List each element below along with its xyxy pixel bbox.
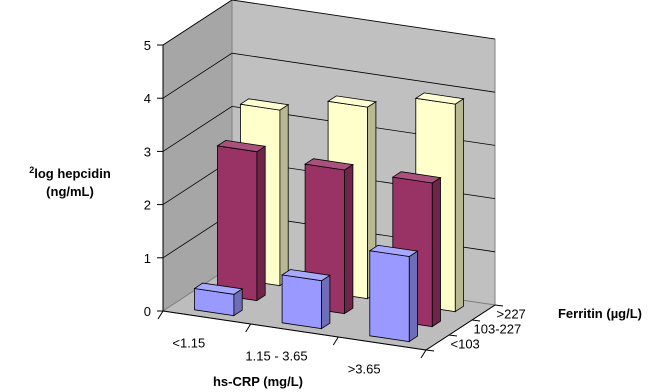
y-axis-label-unit: (ng/mL): [46, 184, 94, 199]
depth-tick-label: 103-227: [474, 322, 522, 337]
gridline: [162, 52, 496, 99]
bar-side-face: [431, 176, 441, 328]
x-tick-label: <1.15: [172, 336, 205, 351]
bar-top-face: [280, 269, 332, 282]
bar-top-face: [239, 98, 290, 111]
y-axis-label: 2log hepcidin: [29, 165, 111, 181]
bar: [368, 244, 419, 343]
depth-tick-label: <103: [451, 337, 480, 352]
y-tick-label: 2: [144, 198, 151, 213]
bar-top-face: [326, 95, 378, 108]
bar-top-face: [303, 158, 355, 171]
bar-front-face: [369, 250, 410, 343]
y-tick-label: 1: [144, 251, 151, 266]
depth-tick-label: >227: [497, 307, 526, 322]
bar-side-face: [344, 163, 354, 315]
x-tick-mark: [332, 336, 339, 346]
depth-tick-mark: [448, 334, 458, 337]
gridline: [162, 105, 496, 152]
bar-top-face: [216, 139, 267, 153]
bar-front-face: [281, 274, 323, 330]
x-tick-mark: [245, 323, 252, 333]
depth-axis-label: Ferritin (µg/L): [558, 306, 642, 321]
y-tick-label: 3: [144, 144, 151, 159]
bar-top-face: [391, 171, 442, 184]
axes: 0 1 2 3 4 5 <1.15 1.15 - 3.65 >3.65 <103103-227>2…: [144, 38, 526, 377]
bar-front-face: [217, 145, 258, 302]
bar-side-face: [256, 145, 266, 302]
bar-side-face: [454, 97, 464, 313]
y-tick-label: 5: [144, 38, 151, 53]
bar-top-face: [368, 244, 419, 257]
depth-tick-mark: [471, 319, 481, 322]
y-axis-label-superscript: 2: [29, 165, 34, 175]
bar-top-face: [193, 282, 244, 295]
y-axis-label-line1: log hepcidin: [34, 166, 111, 181]
x-axis-line: [162, 310, 427, 351]
bar: [193, 282, 244, 317]
bar: [280, 269, 332, 330]
y-tick-label: 0: [144, 304, 151, 319]
gridline: [162, 0, 496, 46]
bar: [216, 139, 267, 302]
x-tick-label: 1.15 - 3.65: [245, 349, 307, 364]
y-tick-label: 4: [144, 91, 151, 106]
x-axis-label: hs-CRP (mg/L): [213, 374, 303, 389]
bar-side-face: [279, 103, 289, 287]
bar-side-face: [321, 274, 331, 330]
bar-side-face: [408, 250, 418, 343]
x-tick-label: >3.65: [348, 362, 381, 377]
bars: [193, 92, 465, 343]
x-tick-mark: [420, 349, 427, 359]
depth-tick-mark: [425, 349, 435, 352]
bar-top-face: [414, 92, 465, 105]
x-tick-mark: [157, 310, 164, 320]
depth-axis-line: [425, 304, 496, 351]
depth-tick-mark: [494, 304, 504, 307]
